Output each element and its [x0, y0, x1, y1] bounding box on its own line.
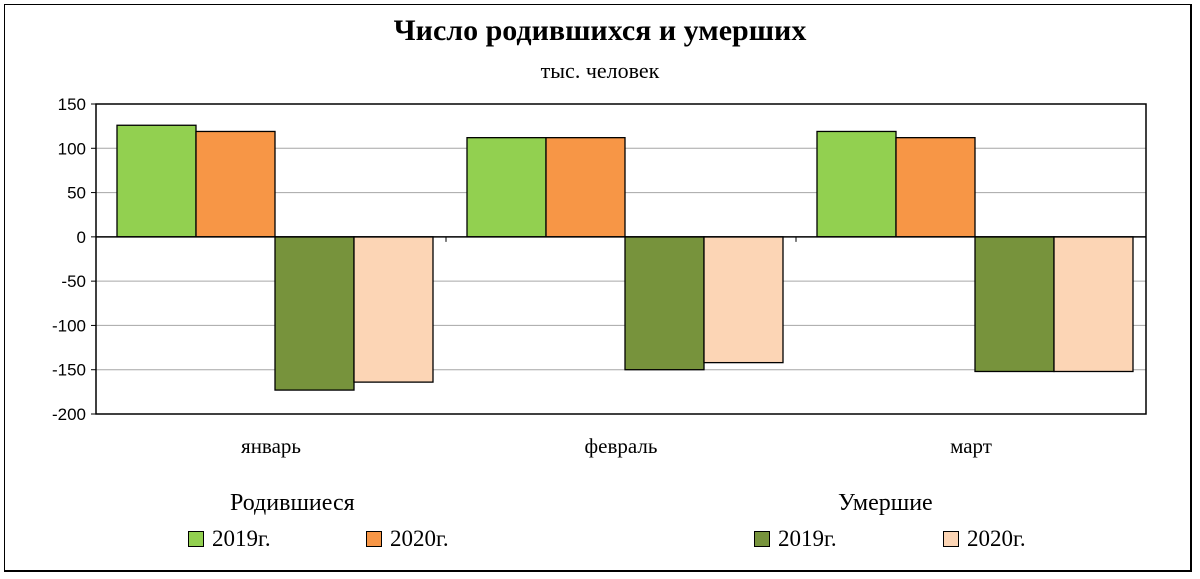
legend-group-births: Родившиеся — [230, 490, 355, 516]
y-tick-label: -50 — [61, 272, 86, 291]
y-tick-label: 100 — [58, 139, 86, 158]
y-tick-label: 0 — [77, 228, 86, 247]
legend-item-births-2019: 2019г. — [188, 526, 271, 552]
bar — [274, 236, 355, 391]
legend-group-deaths: Умершие — [838, 490, 933, 516]
bar — [703, 236, 784, 364]
plot-area — [95, 103, 1147, 415]
x-category-label: март — [950, 434, 992, 458]
y-tick-label: -150 — [52, 361, 86, 380]
bar — [545, 137, 626, 238]
legend-swatch — [188, 531, 204, 547]
bar — [466, 137, 547, 238]
bar — [974, 236, 1055, 373]
legend-swatch — [943, 531, 959, 547]
legend-swatch — [754, 531, 770, 547]
chart-subtitle: тыс. человек — [540, 58, 660, 83]
y-tick-label: -200 — [52, 405, 86, 424]
bar — [895, 137, 976, 238]
bar — [353, 236, 434, 383]
x-category-label: февраль — [585, 434, 658, 458]
chart-frame — [4, 4, 1192, 572]
bar — [116, 124, 197, 238]
bar — [816, 130, 897, 238]
y-tick-label: 150 — [58, 95, 86, 114]
x-category-label: январь — [241, 434, 301, 458]
legend-label: 2020г. — [967, 526, 1026, 551]
legend-label: 2019г. — [212, 526, 271, 551]
chart-title: Число родившихся и умерших — [393, 14, 807, 47]
legend-item-births-2020: 2020г. — [366, 526, 449, 552]
bar — [195, 130, 276, 238]
y-tick-label: -100 — [52, 316, 86, 335]
legend-label: 2019г. — [778, 526, 837, 551]
y-tick-label: 50 — [67, 184, 86, 203]
legend-item-deaths-2020: 2020г. — [943, 526, 1026, 552]
bar — [624, 236, 705, 371]
legend-label: 2020г. — [390, 526, 449, 551]
legend-swatch — [366, 531, 382, 547]
legend-item-deaths-2019: 2019г. — [754, 526, 837, 552]
bar — [1053, 236, 1134, 373]
